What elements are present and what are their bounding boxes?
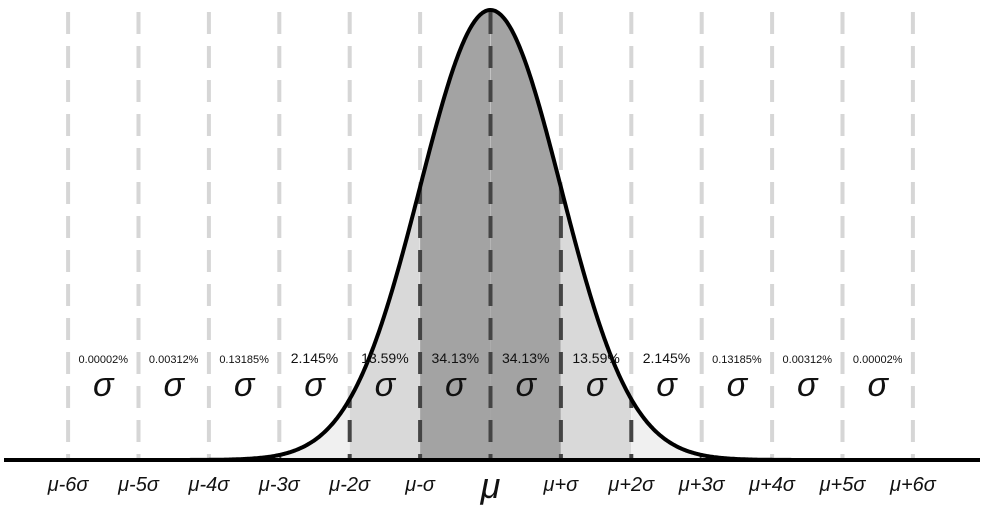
band-sigma-label: σ [867,366,889,404]
band-fill [631,399,702,460]
x-axis-label: μ+σ [543,474,580,496]
x-axis-label: μ+4σ [748,474,796,496]
x-axis-label: μ-4σ [187,474,230,496]
x-axis-label: μ+6σ [889,474,937,496]
band-percent-label: 0.13185% [712,354,762,366]
band-sigma-label: σ [163,366,185,404]
band-percent-label: 34.13% [502,350,549,366]
band-sigma-label: σ [445,366,467,404]
band-percent-label: 0.00002% [79,354,129,366]
band-sigma-label: σ [586,366,608,404]
band-percent-label: 34.13% [432,350,479,366]
x-axis-label: μ [480,465,501,506]
band-sigma-label: σ [515,366,537,404]
x-axis-label: μ+5σ [819,474,867,496]
band-percent-label: 0.13185% [219,354,269,366]
band-sigma-label: σ [93,366,115,404]
labels: 0.00002%σ0.00312%σ0.13185%σ2.145%σ13.59%… [47,350,937,506]
x-axis-label: μ-3σ [258,474,301,496]
band-percent-label: 13.59% [572,350,619,366]
band-percent-label: 2.145% [643,350,690,366]
band-sigma-label: σ [727,366,749,404]
x-axis-label: μ+3σ [678,474,726,496]
band-percent-label: 2.145% [291,350,338,366]
x-axis-label: μ-2σ [328,474,371,496]
band-percent-label: 0.00312% [783,354,833,366]
x-axis-label: μ+2σ [607,474,655,496]
x-axis-label: μ-6σ [47,474,90,496]
band-sigma-label: σ [797,366,819,404]
band-percent-label: 13.59% [361,350,408,366]
band-percent-label: 0.00002% [853,354,903,366]
band-sigma-label: σ [656,366,678,404]
band-sigma-label: σ [375,366,397,404]
band-sigma-label: σ [304,366,326,404]
x-axis-label: μ-σ [404,474,436,496]
band-sigma-label: σ [234,366,256,404]
x-axis-label: μ-5σ [117,474,160,496]
band-fill [279,399,350,460]
band-percent-label: 0.00312% [149,354,199,366]
